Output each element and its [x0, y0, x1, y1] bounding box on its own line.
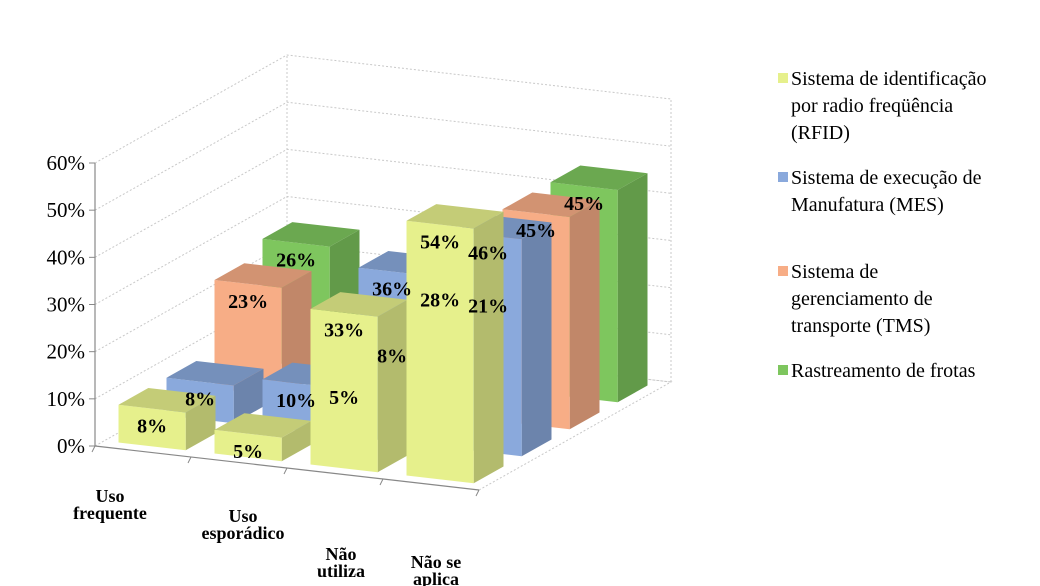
bar-front — [310, 308, 378, 473]
legend-label: Sistema de execução de — [791, 167, 982, 189]
bar-top — [406, 204, 504, 229]
data-label: 23% — [228, 291, 268, 313]
legend-label: Manufatura (MES) — [791, 194, 944, 216]
bar-front — [406, 220, 474, 484]
x-category-label-line: utiliza — [317, 561, 365, 581]
data-label: 36% — [372, 279, 412, 301]
legend-label: Sistema de identificação — [791, 68, 987, 90]
data-label: 46% — [468, 242, 508, 264]
bar-top — [310, 292, 408, 317]
data-label: 28% — [420, 289, 460, 311]
legend-swatch — [778, 73, 788, 83]
legend-label: transporte (TMS) — [791, 315, 931, 337]
bar-side — [377, 299, 408, 473]
bar-side — [185, 395, 216, 451]
data-labels: 26% 8% 21% 45% 23% 5% 28% 45% 8% 10% 36% 46% 8% 5% 33%… — [137, 193, 604, 463]
bar — [118, 388, 216, 451]
y-tick-label: 0% — [57, 434, 85, 458]
bar-side — [281, 420, 312, 462]
chart-legend: Sistema de identificação por radio freqüê… — [778, 66, 1040, 385]
data-label: 8% — [185, 389, 215, 411]
x-category-label: Não utiliza — [317, 544, 365, 581]
bar-side — [617, 173, 648, 403]
x-tick — [475, 489, 480, 497]
chart-plot: 0%10%20%30%40%50%60%Uso frequente Uso espor… — [47, 54, 673, 586]
x-tick — [187, 456, 192, 464]
y-tick-label: 60% — [47, 151, 86, 175]
data-label: 54% — [420, 232, 460, 254]
x-tick — [283, 467, 288, 475]
bar-top — [502, 192, 600, 217]
data-label: 8% — [137, 416, 167, 438]
legend-item: Sistema de gerenciamento de transporte (TM… — [778, 259, 1040, 340]
y-tick-label: 10% — [47, 387, 86, 411]
x-category-label-line: esporádico — [202, 523, 285, 543]
x-category-label: Uso frequente — [73, 486, 147, 523]
x-category-label: Não se aplica — [411, 552, 462, 586]
bar-side — [569, 200, 600, 430]
data-label: 5% — [329, 387, 359, 409]
bar-side — [233, 368, 264, 424]
bar — [214, 413, 312, 462]
y-axis: 0% 10% 20% 30% 40% 50% 60% — [47, 151, 96, 458]
bar-top — [214, 413, 312, 438]
data-label: 8% — [377, 346, 407, 368]
bar-side — [473, 211, 504, 484]
legend-label: Sistema de — [791, 261, 879, 283]
x-category-label: Uso esporádico — [202, 506, 285, 543]
y-tick-label: 40% — [47, 245, 86, 269]
x-category-label-line: Não se — [411, 552, 462, 572]
legend-label: gerenciamento de — [791, 288, 933, 310]
bar-top — [166, 361, 264, 386]
x-category-label-line: frequente — [73, 503, 147, 523]
gridline — [94, 54, 672, 164]
bar-top — [550, 165, 648, 190]
y-tick-label: 30% — [47, 293, 86, 317]
data-label: 26% — [276, 250, 316, 272]
bar — [406, 204, 504, 484]
legend-label: por radio freqüência — [791, 95, 954, 117]
bar-top — [118, 388, 216, 413]
legend-swatch — [778, 266, 788, 276]
x-category-label-line: Não — [326, 544, 357, 564]
legend-swatch — [778, 365, 788, 375]
x-tick — [379, 478, 384, 486]
bar-front — [214, 429, 282, 462]
x-category-label-line: Uso — [95, 486, 124, 506]
legend-swatch — [778, 172, 788, 182]
gridline — [94, 101, 672, 211]
bars — [118, 165, 648, 484]
data-label: 45% — [564, 193, 604, 215]
legend-item: Rastreamento de frotas — [778, 358, 1040, 385]
legend-item: Sistema de execução de Manufatura (MES) — [778, 165, 1040, 219]
y-tick-label: 50% — [47, 198, 86, 222]
x-category-label-line: aplica — [413, 569, 459, 586]
x-category-label-line: Uso — [228, 506, 257, 526]
bar-side — [521, 222, 552, 457]
legend-label: Rastreamento de frotas — [791, 360, 976, 382]
data-label: 33% — [324, 320, 364, 342]
legend-label: (RFID) — [791, 122, 850, 144]
bar-top — [262, 222, 360, 247]
bar-top — [214, 263, 312, 288]
data-label: 10% — [276, 390, 316, 412]
data-label: 5% — [233, 441, 263, 463]
data-label: 45% — [516, 220, 556, 242]
data-label: 21% — [468, 295, 508, 317]
x-tick — [91, 445, 96, 453]
bar — [310, 292, 408, 473]
legend-item: Sistema de identificação por radio freqüê… — [778, 66, 1040, 147]
y-tick-label: 20% — [47, 340, 86, 364]
bar-front — [118, 404, 186, 451]
